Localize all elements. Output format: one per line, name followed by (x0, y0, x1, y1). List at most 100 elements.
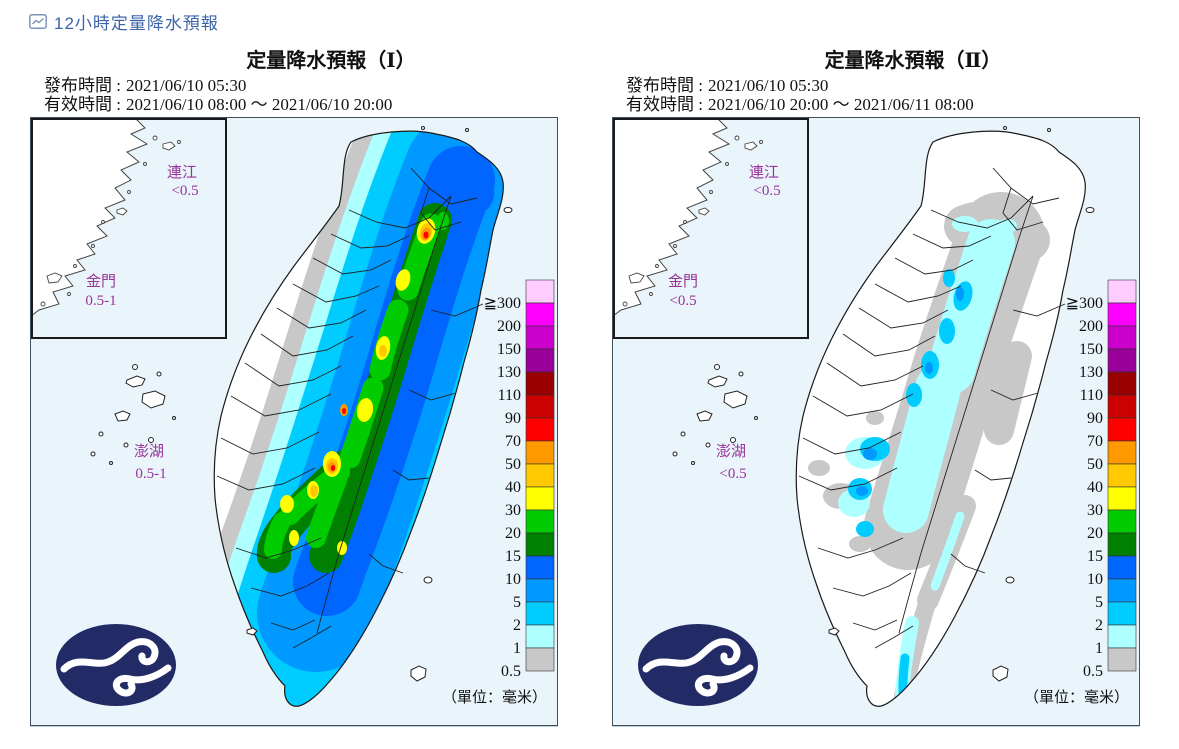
penghu-value: <0.5 (719, 466, 746, 482)
valid-label: 有效時間 : (626, 95, 703, 114)
valid-label: 有效時間 : (44, 95, 121, 114)
legend-label: 2 (1095, 617, 1103, 634)
penghu-label: 澎湖 (134, 443, 164, 460)
color-scale-legend: ≧300 200 150 130 110 90 70 50 40 30 20 15 10 5 2 1 0.5 (484, 279, 555, 680)
legend-label: 70 (1087, 433, 1103, 450)
issued-label: 發布時間 : (44, 76, 121, 95)
legend-swatch (525, 463, 555, 488)
legend-label: 150 (497, 341, 521, 358)
legend-label: 90 (505, 410, 521, 427)
lianjiang-value: <0.5 (171, 183, 198, 199)
legend-swatch (525, 555, 555, 580)
issued-time-2: 發布時間 :2021/06/10 05:30 (626, 76, 1138, 95)
legend-swatch (525, 394, 555, 419)
map-panel-2: 澎湖 <0.5 連江 <0.5 金門 <0.5 ≧300 200 150 130 110… (612, 117, 1140, 726)
legend-swatch (525, 302, 555, 327)
valid-time-2: 有效時間 :2021/06/10 20:00 ～ 2021/06/11 08:0… (626, 95, 1138, 114)
issued-time-1: 發布時間 :2021/06/10 05:30 (44, 76, 556, 95)
legend-swatch (525, 532, 555, 557)
legend-label: 50 (1087, 456, 1103, 473)
legend-swatch (1107, 486, 1137, 511)
legend-swatch (1107, 532, 1137, 557)
offshore-inset: 連江 <0.5 金門 0.5-1 (31, 118, 227, 339)
legend-label: 50 (505, 456, 521, 473)
legend-swatch (525, 486, 555, 511)
forecast-block-1: 定量降水預報（Ⅰ） 發布時間 :2021/06/10 05:30 有效時間 :2… (30, 44, 558, 726)
legend-swatch (1107, 371, 1137, 396)
legend-swatch (525, 647, 555, 672)
legend-label: 130 (1079, 364, 1103, 381)
legend-swatch (1107, 279, 1137, 304)
legend-label: 40 (1087, 479, 1103, 496)
legend-swatch (1107, 394, 1137, 419)
legend-swatch (1107, 647, 1137, 672)
legend-label: 0.5 (501, 663, 521, 680)
issued-value: 2021/06/10 05:30 (707, 76, 829, 95)
legend-swatch (525, 601, 555, 626)
legend-label: 30 (1087, 502, 1103, 519)
map-title-1: 定量降水預報（Ⅰ） (246, 50, 416, 72)
legend-swatch (1107, 440, 1137, 465)
legend-swatch (1107, 578, 1137, 603)
legend-label: 130 (497, 364, 521, 381)
legend-swatch (525, 371, 555, 396)
color-scale-legend: ≧300 200 150 130 110 90 70 50 40 30 20 15 10 5 2 1 0.5 (1066, 279, 1137, 680)
kinmen-value: <0.5 (669, 293, 696, 309)
legend-swatch (1107, 624, 1137, 649)
penghu-label: 澎湖 (716, 443, 746, 460)
legend-label: 5 (1095, 594, 1103, 611)
legend-label: 200 (497, 318, 521, 335)
legend-label: 40 (505, 479, 521, 496)
map-title-2: 定量降水預報（Ⅱ） (824, 50, 1002, 72)
legend-swatch (525, 279, 555, 304)
legend-swatch (1107, 509, 1137, 534)
legend-swatch (1107, 417, 1137, 442)
legend-swatch (1107, 325, 1137, 350)
kinmen-value: 0.5-1 (85, 293, 116, 309)
legend-swatch (525, 440, 555, 465)
legend-swatch (525, 417, 555, 442)
legend-swatch (1107, 463, 1137, 488)
cwb-logo (56, 624, 176, 706)
valid-value: 2021/06/10 20:00 ～ 2021/06/11 08:00 (707, 95, 974, 114)
section-title-link[interactable]: 12小時定量降水預報 (54, 14, 219, 33)
legend-label: 15 (1087, 548, 1103, 565)
issued-label: 發布時間 : (626, 76, 703, 95)
legend-swatch (1107, 302, 1137, 327)
legend-swatch (1107, 555, 1137, 580)
legend-label: 150 (1079, 341, 1103, 358)
legend-swatch (525, 578, 555, 603)
legend-label: 1 (513, 640, 521, 657)
kinmen-label: 金門 (86, 273, 116, 290)
legend-label: 5 (513, 594, 521, 611)
legend-label: 110 (498, 387, 521, 404)
legend-swatch (525, 509, 555, 534)
unit-label: （單位：毫米） (1024, 688, 1129, 706)
precipitation-map-1: 澎湖 0.5-1 連江 <0.5 金門 0.5-1 ≧3002001501301… (31, 118, 557, 725)
page-header: 12小時定量降水預報 (29, 9, 219, 34)
legend-label: 70 (505, 433, 521, 450)
legend-label: 20 (505, 525, 521, 542)
legend-label: ≧300 (1066, 295, 1103, 312)
legend-label: 30 (505, 502, 521, 519)
lianjiang-value: <0.5 (753, 183, 780, 199)
lianjiang-label: 連江 (749, 164, 779, 181)
legend-swatch (525, 325, 555, 350)
forecast-block-2: 定量降水預報（Ⅱ） 發布時間 :2021/06/10 05:30 有效時間 :2… (612, 44, 1140, 726)
lianjiang-label: 連江 (167, 164, 197, 181)
legend-label: 90 (1087, 410, 1103, 427)
legend-label: 15 (505, 548, 521, 565)
legend-label: 10 (1087, 571, 1103, 588)
valid-value: 2021/06/10 08:00 ～ 2021/06/10 20:00 (125, 95, 393, 114)
legend-label: 2 (513, 617, 521, 634)
legend-label: 1 (1095, 640, 1103, 657)
legend-label: 110 (1080, 387, 1103, 404)
legend-label: 20 (1087, 525, 1103, 542)
rain-contours-2 (808, 192, 1050, 707)
offshore-inset: 連江 <0.5 金門 <0.5 (613, 118, 809, 339)
unit-label: （單位：毫米） (442, 688, 547, 706)
kinmen-label: 金門 (668, 273, 698, 290)
penghu-value: 0.5-1 (135, 466, 166, 482)
legend-swatch (525, 624, 555, 649)
